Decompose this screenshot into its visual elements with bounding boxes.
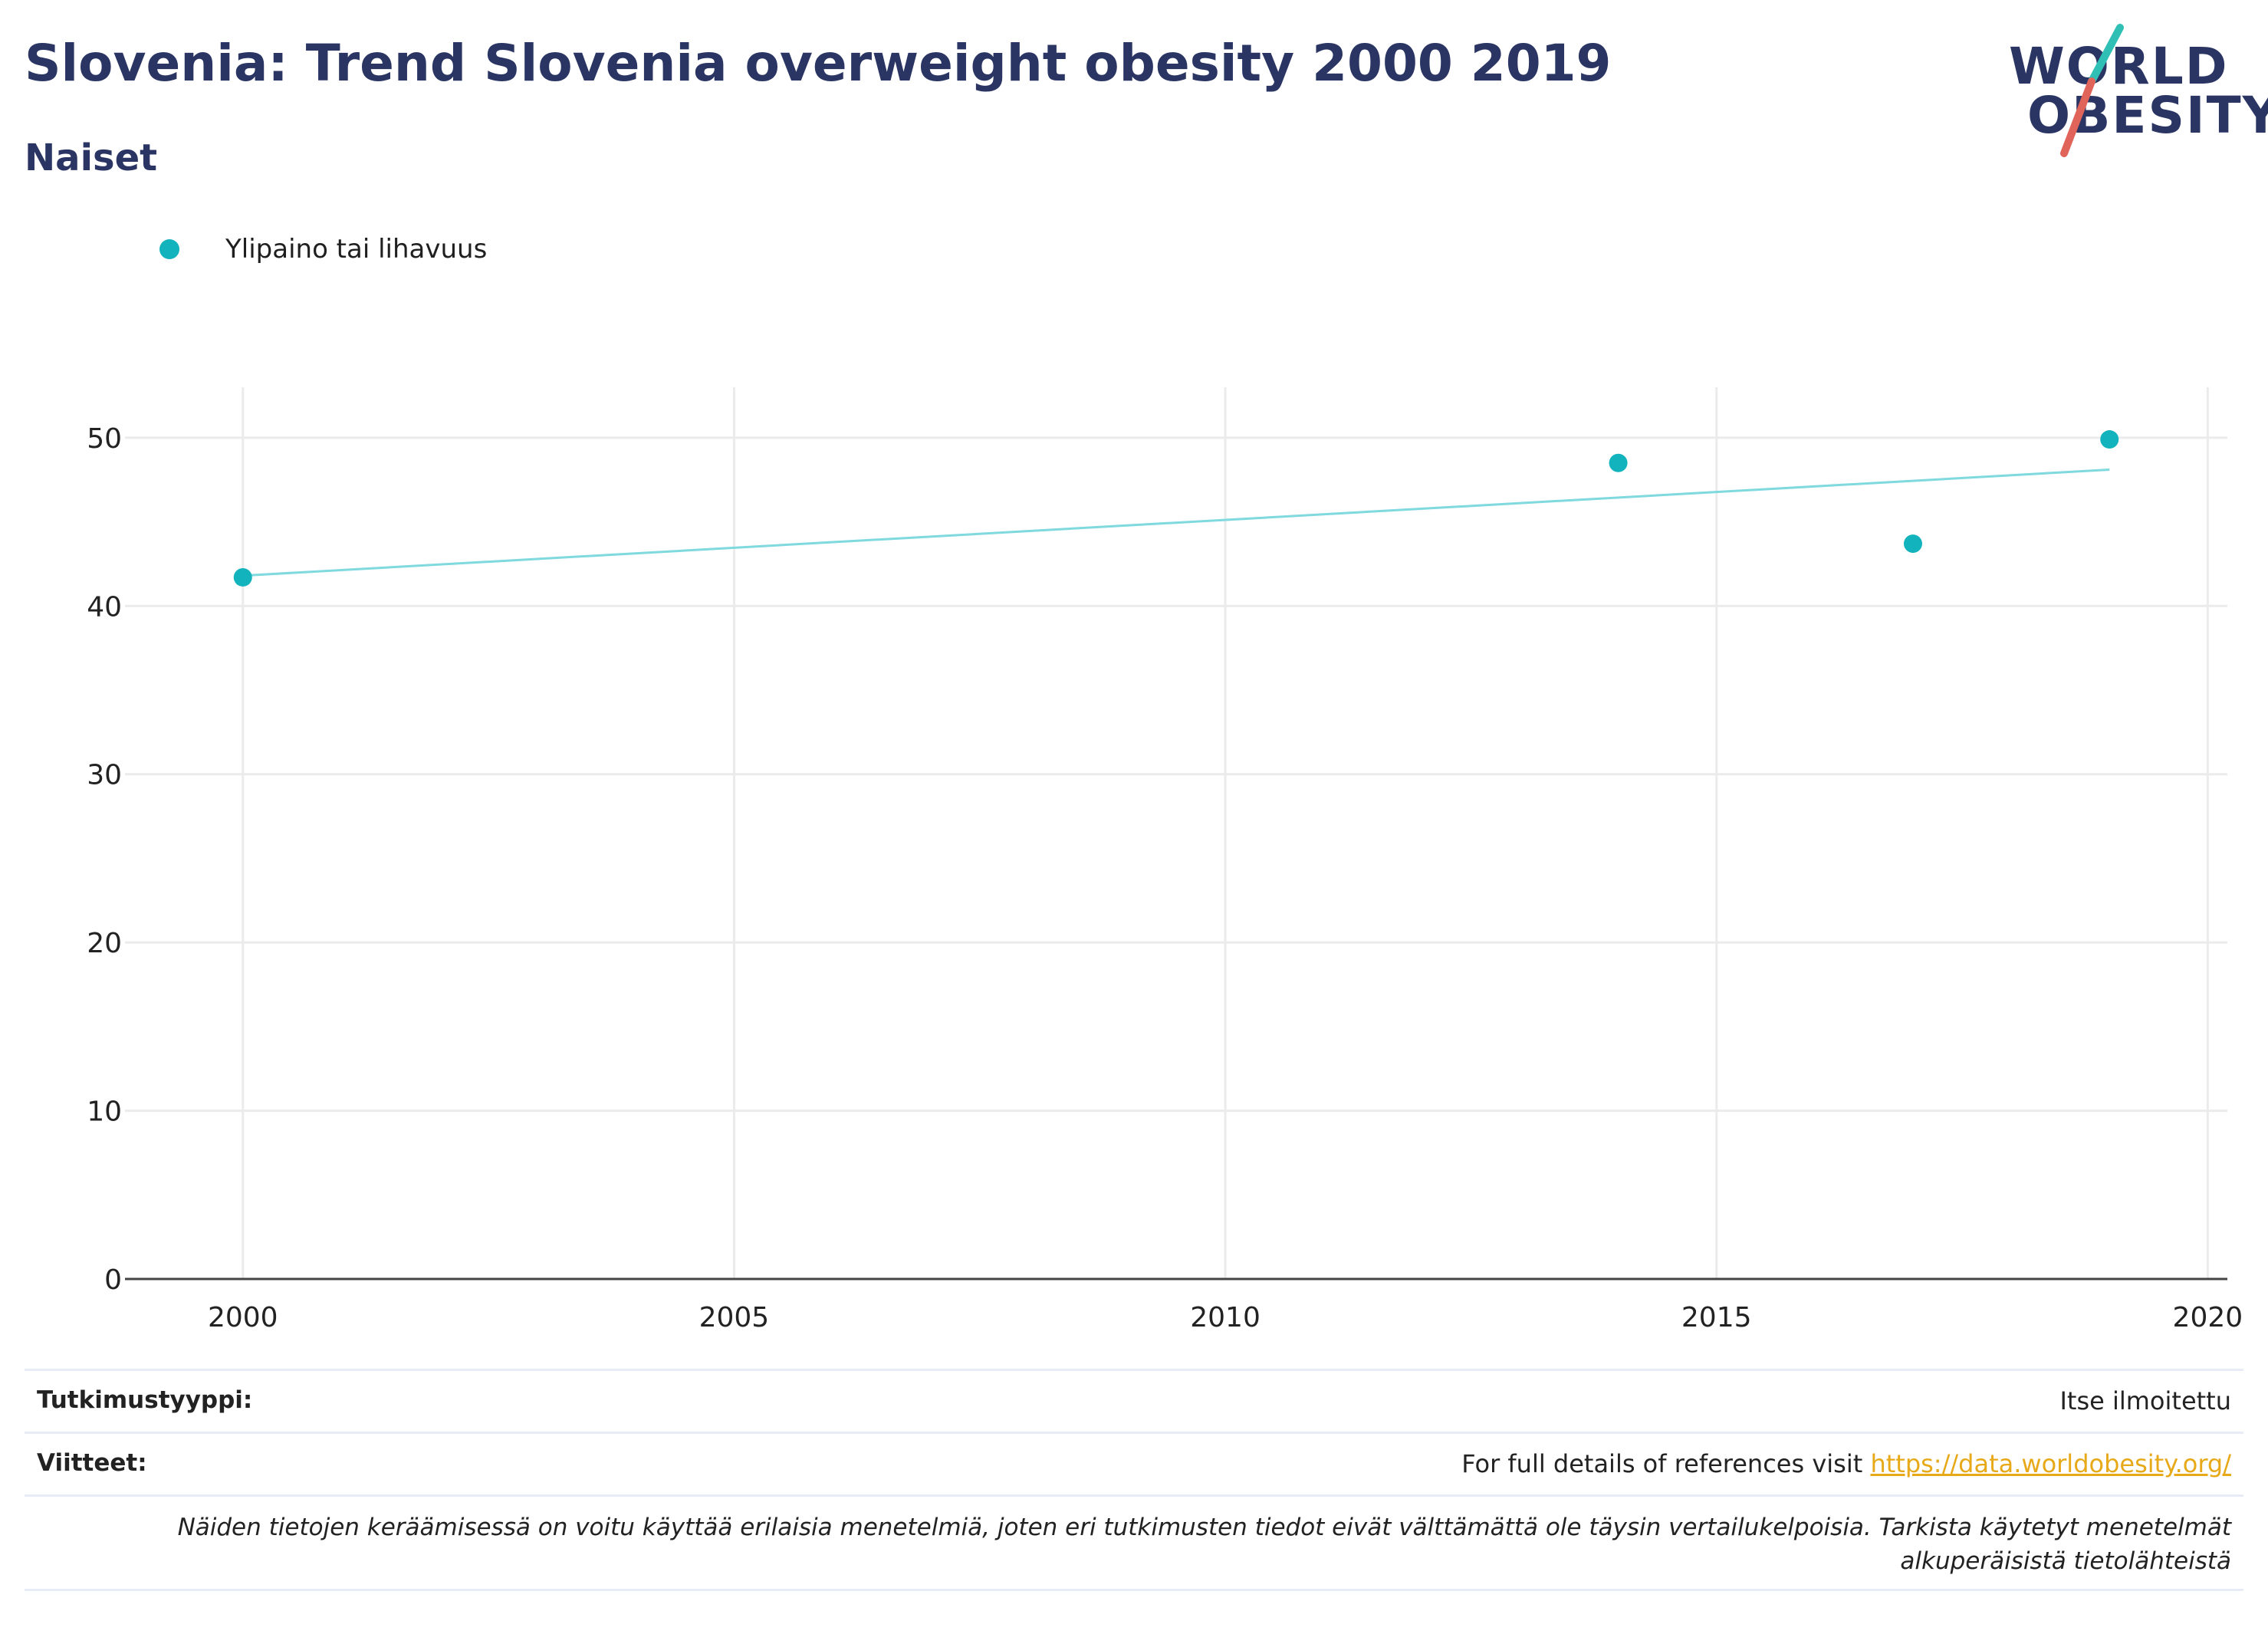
data-point: [1903, 534, 1922, 554]
y-tick-label: 30: [87, 760, 122, 791]
references-label: Viitteet:: [37, 1449, 147, 1477]
footer-row-note: Näiden tietojen keräämisessä on voitu kä…: [25, 1494, 2243, 1591]
legend-marker-icon: [159, 239, 179, 259]
legend-label: Ylipaino tai lihavuus: [225, 234, 488, 265]
y-tick-label: 40: [87, 591, 122, 623]
data-point: [1609, 453, 1628, 472]
y-tick-label: 20: [87, 928, 122, 959]
x-tick-label: 2005: [699, 1302, 770, 1333]
world-obesity-logo: WORLD OBESITY: [1994, 21, 2268, 159]
footer-row-study-type: Tutkimustyyppi: Itse ilmoitettu: [25, 1369, 2243, 1432]
references-link[interactable]: https://data.worldobesity.org/: [1870, 1449, 2231, 1478]
trend-line: [242, 469, 2110, 577]
x-tick-label: 2000: [208, 1302, 278, 1333]
chart-title: Slovenia: Trend Slovenia overweight obes…: [25, 34, 1612, 93]
references-value: For full details of references visit htt…: [1461, 1449, 2231, 1478]
logo-word-world: WORLD: [2009, 37, 2229, 96]
data-point: [233, 567, 252, 587]
logo-slash-icon: [2060, 24, 2124, 157]
study-type-value: Itse ilmoitettu: [2059, 1386, 2231, 1415]
data-point: [2100, 430, 2119, 449]
footer-table: Tutkimustyyppi: Itse ilmoitettu Viitteet…: [25, 1369, 2243, 1591]
y-tick-label: 0: [104, 1264, 122, 1296]
y-tick-label: 50: [87, 423, 122, 455]
chart-subtitle: Naiset: [25, 136, 158, 179]
methodology-note: Näiden tietojen keräämisessä on voitu kä…: [177, 1514, 2231, 1575]
footer-row-references: Viitteet: For full details of references…: [25, 1432, 2243, 1494]
study-type-label: Tutkimustyyppi:: [37, 1386, 253, 1414]
references-text: For full details of references visit: [1461, 1449, 1871, 1478]
x-tick-label: 2020: [2173, 1302, 2243, 1333]
y-tick-label: 10: [87, 1096, 122, 1128]
x-tick-label: 2015: [1681, 1302, 1752, 1333]
legend[interactable]: Ylipaino tai lihavuus: [159, 230, 487, 268]
x-tick-label: 2010: [1190, 1302, 1261, 1333]
chart-plot-area: 2000 2005 2010 2015 2020 0 10 20 30 40 50: [87, 387, 2243, 1333]
